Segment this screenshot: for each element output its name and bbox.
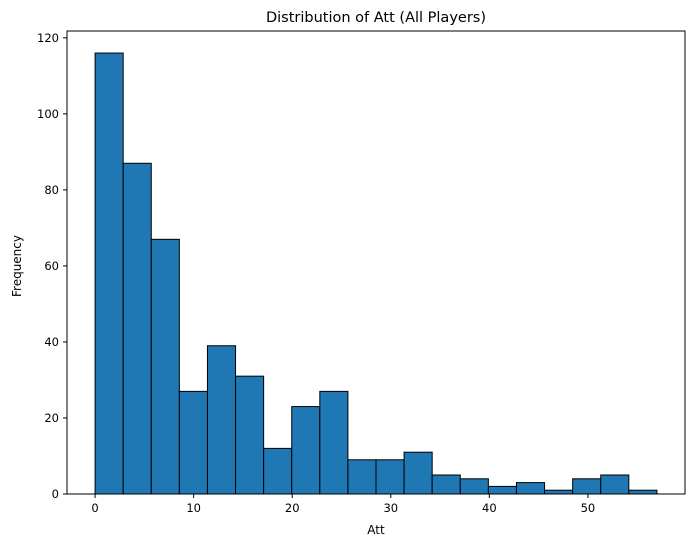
histogram-bar-16: [544, 489, 574, 495]
chart-title: Distribution of Att (All Players): [266, 10, 486, 26]
x-tick-label: 40: [482, 501, 497, 515]
histogram-bar-2: [150, 238, 180, 495]
y-tick-label: 60: [44, 259, 59, 273]
histogram-bar-19: [628, 489, 658, 495]
histogram-bar-4: [206, 345, 237, 495]
y-tick-label: 40: [44, 335, 59, 349]
y-axis-label: Frequency: [10, 235, 24, 297]
x-tick-label: 30: [383, 501, 398, 515]
histogram-bar-12: [431, 474, 461, 495]
y-tick-label: 100: [37, 107, 59, 121]
histogram-bar-7: [291, 406, 321, 495]
x-axis-ticks: 0 10 20 30 40 50: [91, 494, 595, 515]
histogram-bar-9: [347, 459, 377, 495]
histogram-bar-18: [600, 474, 630, 495]
y-tick-label: 0: [52, 487, 59, 501]
y-tick-label: 80: [44, 183, 59, 197]
y-axis-ticks: 0 20 40 60 80 100 120: [37, 31, 67, 501]
histogram-bar-8: [319, 390, 349, 495]
histogram-bar-17: [572, 478, 602, 495]
x-tick-label: 0: [91, 501, 98, 515]
histogram-bar-0: [94, 52, 124, 495]
histogram-bar-1: [122, 162, 152, 495]
histogram-bar-13: [459, 478, 489, 495]
x-axis-label: Att: [367, 523, 385, 537]
x-tick-label: 20: [285, 501, 300, 515]
bars-group: [94, 52, 658, 495]
y-tick-label: 20: [44, 411, 59, 425]
histogram-bar-15: [515, 482, 546, 495]
x-tick-label: 10: [186, 501, 201, 515]
x-tick-label: 50: [581, 501, 596, 515]
histogram-bar-10: [375, 459, 405, 495]
y-tick-label: 120: [37, 31, 59, 45]
histogram-bar-3: [178, 390, 208, 495]
histogram-bar-6: [263, 447, 293, 495]
plot-frame: [66, 30, 686, 495]
histogram-bar-5: [235, 375, 265, 495]
histogram-bar-11: [403, 451, 433, 495]
histogram-bar-14: [487, 485, 517, 495]
